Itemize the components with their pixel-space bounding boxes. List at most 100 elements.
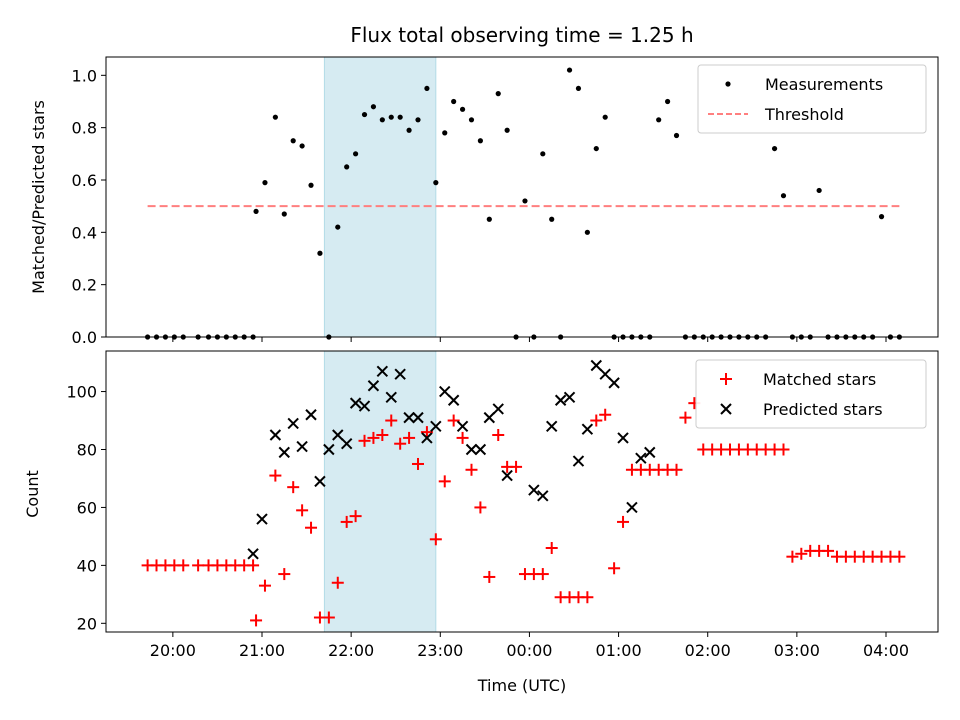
legend-matched-marker: [720, 373, 732, 385]
measurement-point: [308, 182, 314, 188]
measurement-point: [424, 85, 430, 92]
matched-star-marker: [492, 429, 505, 442]
matched-star-marker: [367, 431, 380, 444]
measurement-point: [335, 224, 341, 230]
matched-star-marker: [420, 426, 433, 439]
predicted-star-marker: [314, 475, 326, 488]
predicted-star-marker: [626, 501, 638, 514]
measurement-point: [878, 214, 885, 220]
matched-star-marker: [258, 579, 271, 592]
bottom-panel: Count Time (UTC) Matched stars Predicted…: [23, 350, 939, 695]
predicted-star-marker: [572, 455, 585, 467]
matched-star-marker: [403, 431, 416, 444]
matched-star-marker: [429, 533, 442, 546]
legend-box: [695, 359, 927, 429]
matched-star-marker: [545, 541, 558, 554]
predicted-star-marker: [492, 403, 504, 415]
measurement-point: [771, 145, 778, 152]
measurement-point: [388, 114, 394, 120]
x-tick-label: 22:00: [328, 641, 374, 660]
matched-star-marker: [786, 550, 799, 563]
top-panel: Matched/Predicted stars Measurements Thr…: [29, 56, 939, 347]
matched-star-marker: [679, 411, 692, 424]
predicted-star-marker: [247, 548, 259, 560]
matched-star-marker: [599, 408, 612, 421]
measurement-point: [370, 104, 377, 110]
measurement-point: [290, 138, 296, 144]
predicted-star-marker: [403, 411, 415, 424]
measurement-point: [353, 151, 359, 157]
predicted-star-marker: [305, 409, 317, 421]
y-tick-label: 40: [77, 556, 97, 575]
predicted-star-marker: [456, 420, 469, 433]
matched-star-marker: [192, 559, 205, 572]
measurement-point: [253, 208, 259, 214]
x-tick-label: 00:00: [506, 641, 552, 660]
measurement-point: [361, 111, 368, 118]
predicted-star-marker: [296, 440, 308, 453]
matched-star-marker: [376, 429, 389, 442]
predicted-star-marker: [644, 446, 656, 459]
matched-star-marker: [510, 460, 523, 473]
matched-star-marker: [287, 481, 300, 494]
predicted-star-marker: [376, 365, 389, 377]
matched-star-marker: [536, 568, 549, 581]
predicted-star-marker: [367, 380, 380, 392]
measurement-point: [397, 114, 403, 120]
measurement-point: [317, 250, 323, 256]
measurement-point: [780, 193, 787, 199]
predicted-star-marker: [617, 432, 629, 444]
matched-star-marker: [349, 510, 362, 523]
matched-star-marker: [331, 576, 344, 589]
legend-box: [697, 64, 927, 134]
legend-measurements-marker: [725, 81, 731, 87]
measurement-point: [379, 117, 385, 123]
matched-star-marker: [385, 414, 398, 427]
measurement-point: [665, 98, 671, 105]
matched-star-marker: [670, 463, 683, 476]
matched-star-marker: [305, 521, 318, 534]
measurement-point: [433, 180, 439, 186]
y-tick-label: 20: [77, 614, 97, 633]
measurement-point: [593, 145, 599, 152]
legend-predicted-label: Predicted stars: [763, 400, 883, 419]
predicted-star-marker: [608, 377, 620, 389]
predicted-star-marker: [581, 423, 594, 435]
predicted-star-marker: [430, 420, 442, 433]
matched-star-marker: [278, 568, 291, 581]
matched-star-marker: [822, 544, 835, 557]
predicted-star-marker: [537, 490, 549, 502]
predicted-star-marker: [349, 397, 362, 409]
matched-star-marker: [250, 614, 263, 627]
matched-star-marker: [358, 434, 371, 447]
predicted-star-marker: [474, 443, 487, 456]
measurement-point: [459, 106, 466, 112]
measurement-point: [442, 130, 448, 136]
matched-star-marker: [465, 463, 478, 476]
predicted-star-marker: [358, 400, 371, 412]
matched-star-marker: [340, 515, 353, 528]
predicted-star-marker: [590, 359, 602, 372]
measurement-point: [344, 164, 350, 170]
y-tick-label: 0.4: [72, 223, 97, 242]
predicted-star-marker: [421, 432, 433, 444]
predicted-star-marker: [412, 411, 424, 424]
y-tick-label: 60: [77, 498, 97, 517]
measurement-point: [816, 187, 822, 194]
matched-star-marker: [394, 437, 407, 450]
predicted-star-marker: [340, 437, 353, 450]
measurement-point: [451, 98, 457, 105]
measurement-point: [299, 143, 305, 149]
measurement-point: [477, 138, 483, 144]
predicted-star-marker: [528, 484, 540, 496]
measurement-point: [673, 132, 680, 139]
matched-star-marker: [617, 515, 630, 528]
predicted-star-marker: [563, 391, 576, 404]
x-tick-label: 23:00: [417, 641, 463, 660]
predicted-star-marker: [546, 420, 558, 433]
measurement-point: [549, 216, 555, 222]
measurement-point: [262, 180, 268, 186]
matched-star-marker: [447, 414, 460, 427]
chart-title: Flux total observing time = 1.25 h: [350, 23, 693, 47]
